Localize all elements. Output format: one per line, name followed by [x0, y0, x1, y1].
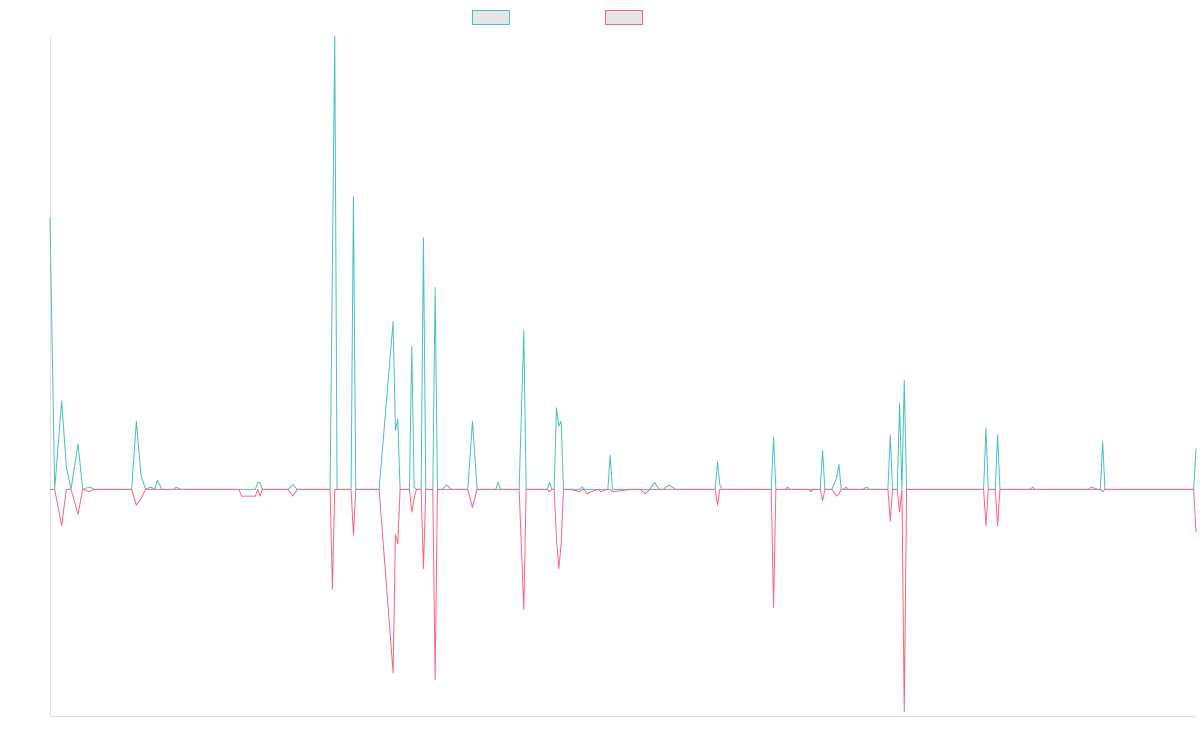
series-1-line: [49, 35, 1197, 490]
legend-swatch-series-1[interactable]: [472, 10, 510, 25]
series-layer: [49, 35, 1197, 712]
legend-swatch-series-2[interactable]: [605, 10, 643, 25]
series-2-line: [50, 488, 1197, 712]
